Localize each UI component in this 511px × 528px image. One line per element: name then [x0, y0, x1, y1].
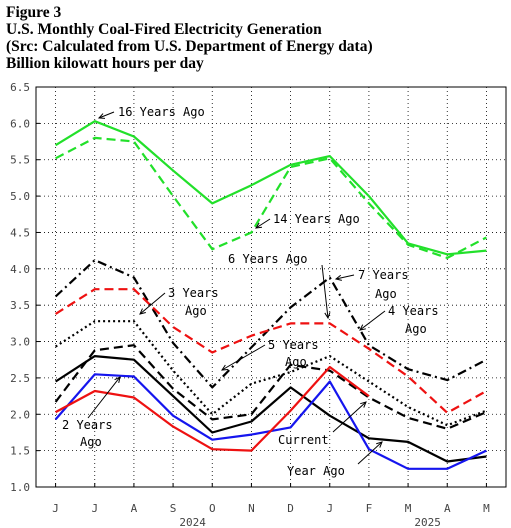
x-tick-label: M [483, 502, 490, 515]
y-tick-label: 6.0 [10, 117, 30, 130]
x-tick-label: A [131, 502, 138, 515]
y-tick-label: 3.0 [10, 336, 30, 349]
x-tick-label: J [326, 502, 333, 515]
y-tick-label: 2.0 [10, 408, 30, 421]
annotation-3-years-ago: Ago [185, 304, 207, 318]
y-tick-label: 2.5 [10, 372, 30, 385]
y-tick-label: 6.5 [10, 81, 30, 94]
x-tick-label: J [52, 502, 59, 515]
annotation-14-years-ago: 14 Years Ago [273, 212, 360, 226]
annotation-arrowhead [334, 274, 342, 281]
series-line-5-years-ago [54, 344, 487, 430]
year-label: 2025 [414, 516, 441, 528]
y-tick-label: 4.5 [10, 226, 30, 239]
chart-title: U.S. Monthly Coal-Fired Electricity Gene… [6, 21, 322, 38]
y-tick-label: 4.0 [10, 263, 30, 276]
y-tick-label: 1.0 [10, 481, 30, 494]
series-line-2-years-ago [55, 355, 487, 463]
annotation-7-years-ago: 7 Years [358, 268, 409, 282]
x-tick-label: F [366, 502, 373, 515]
annotation-arrowhead [376, 441, 383, 448]
year-label: 2024 [179, 516, 206, 528]
series-line-14-years-ago [55, 136, 487, 259]
x-tick-label: O [209, 502, 216, 515]
annotation-arrow [321, 264, 329, 319]
annotation-arrowhead [359, 324, 366, 331]
annotation-arrowhead [139, 308, 146, 315]
annotation-current: Current [278, 433, 329, 447]
x-tick-label: S [170, 502, 177, 515]
annotation-16-years-ago: 16 Years Ago [118, 105, 205, 119]
annotation-arrow [87, 376, 121, 419]
series-line-7-years-ago [54, 259, 487, 389]
series-line-3-years-ago [55, 288, 487, 414]
x-tick-label: N [248, 502, 255, 515]
annotation-arrow [255, 218, 271, 229]
annotation-3-years-ago: 3 Years [168, 286, 219, 300]
annotation-2-years-ago: 2 Years [62, 418, 113, 432]
annotation-arrow [335, 274, 355, 280]
y-tick-label: 5.0 [10, 190, 30, 203]
annotation-year-ago: Year Ago [287, 464, 345, 478]
y-tick-label: 3.5 [10, 299, 30, 312]
annotation-4-years-ago: 4 Years [388, 304, 439, 318]
annotation-7-years-ago: Ago [375, 287, 397, 301]
annotation-arrowhead [324, 312, 331, 320]
chart-header: Figure 3 U.S. Monthly Coal-Fired Electri… [6, 4, 506, 72]
annotation-arrow [139, 292, 166, 315]
annotation-4-years-ago: Ago [405, 322, 427, 336]
figure-label: Figure 3 [6, 4, 62, 21]
annotation-arrow [357, 441, 383, 465]
y-tick-label: 5.5 [10, 154, 30, 167]
annotation-arrowhead [255, 222, 263, 229]
x-tick-label: D [287, 502, 294, 515]
y-tick-label: 1.5 [10, 445, 30, 458]
annotation-2-years-ago: Ago [80, 435, 102, 449]
annotation-7-years-ago: 6 Years Ago [228, 252, 307, 266]
series-line-16-years-ago [55, 120, 487, 256]
annotation-arrowhead [221, 364, 229, 371]
annotation-arrow [359, 310, 386, 331]
x-tick-label: J [91, 502, 98, 515]
x-tick-label: A [444, 502, 451, 515]
x-tick-label: M [405, 502, 412, 515]
plot-frame [35, 86, 507, 488]
annotation-arrow [332, 401, 367, 433]
annotation-arrow [98, 111, 115, 119]
series-line-4-years-ago [55, 320, 487, 427]
chart-source: (Src: Calculated from U.S. Department of… [6, 38, 373, 55]
annotation-arrowhead [97, 113, 106, 119]
annotation-arrow [221, 344, 266, 371]
annotation-arrowhead [114, 376, 121, 383]
annotation-5-years-ago: Ago [285, 355, 307, 369]
annotation-arrowhead [360, 401, 367, 408]
chart-units: Billion kilowatt hours per day [6, 55, 204, 72]
annotation-5-years-ago: 5 Years [268, 338, 319, 352]
